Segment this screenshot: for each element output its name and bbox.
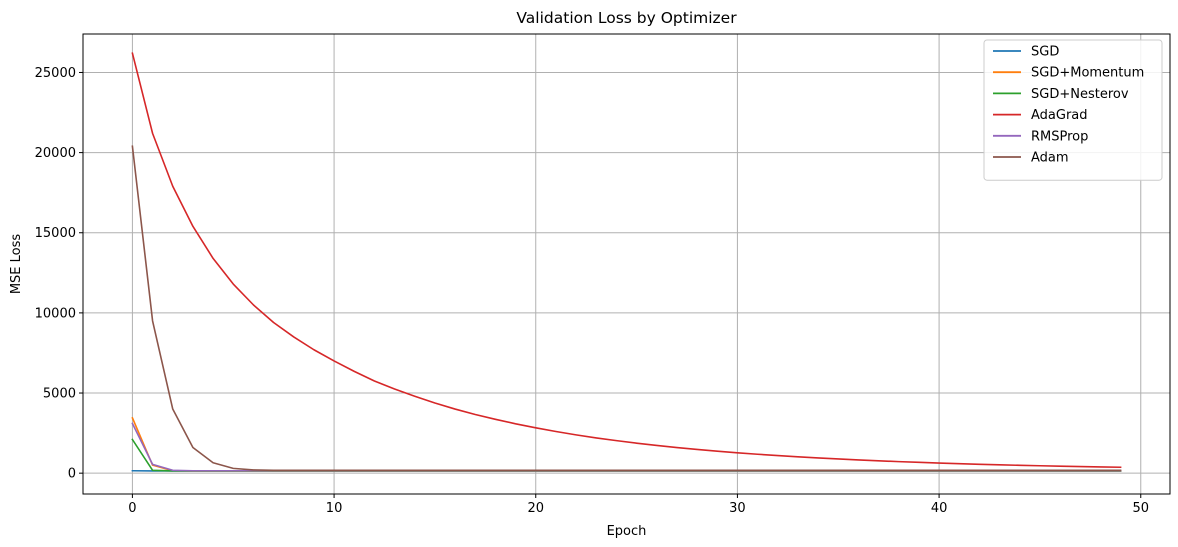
x-tick-label: 40: [931, 501, 948, 516]
y-tick-label: 0: [68, 467, 76, 482]
legend-label: SGD+Nesterov: [1031, 87, 1129, 102]
y-axis: 0 5000 10000 15000 20000 25000: [35, 66, 83, 482]
chart-title: Validation Loss by Optimizer: [516, 9, 737, 27]
y-tick-label: 20000: [35, 146, 76, 161]
x-tick-label: 50: [1132, 501, 1149, 516]
x-tick-label: 20: [527, 501, 544, 516]
x-axis: 0 10 20 30 40 50: [128, 494, 1149, 516]
legend-box: [983, 39, 1163, 181]
y-tick-label: 5000: [43, 387, 76, 402]
series-line-sgd-nesterov: [131, 438, 1122, 472]
x-axis-label: Epoch: [607, 524, 647, 539]
series-line-adagrad: [131, 52, 1122, 469]
series-line-sgd-momentum: [131, 416, 1122, 472]
axes-frame: [82, 33, 1171, 495]
legend-label: SGD+Momentum: [1031, 66, 1144, 81]
legend-label: SGD: [1031, 45, 1059, 60]
series-line-adam: [131, 145, 1122, 472]
y-tick-label: 10000: [35, 306, 76, 321]
legend-label: Adam: [1031, 151, 1069, 166]
legend-label: RMSProp: [1031, 129, 1088, 144]
x-tick-label: 0: [128, 501, 136, 516]
series-layer: [131, 52, 1122, 472]
x-tick-label: 30: [729, 501, 746, 516]
y-axis-label: MSE Loss: [9, 234, 24, 295]
legend: SGD SGD+Momentum SGD+Nesterov AdaGrad RMSPro…: [983, 39, 1163, 181]
x-tick-label: 10: [326, 501, 343, 516]
y-tick-label: 25000: [35, 66, 76, 81]
legend-label: AdaGrad: [1031, 108, 1088, 123]
y-tick-label: 15000: [35, 226, 76, 241]
